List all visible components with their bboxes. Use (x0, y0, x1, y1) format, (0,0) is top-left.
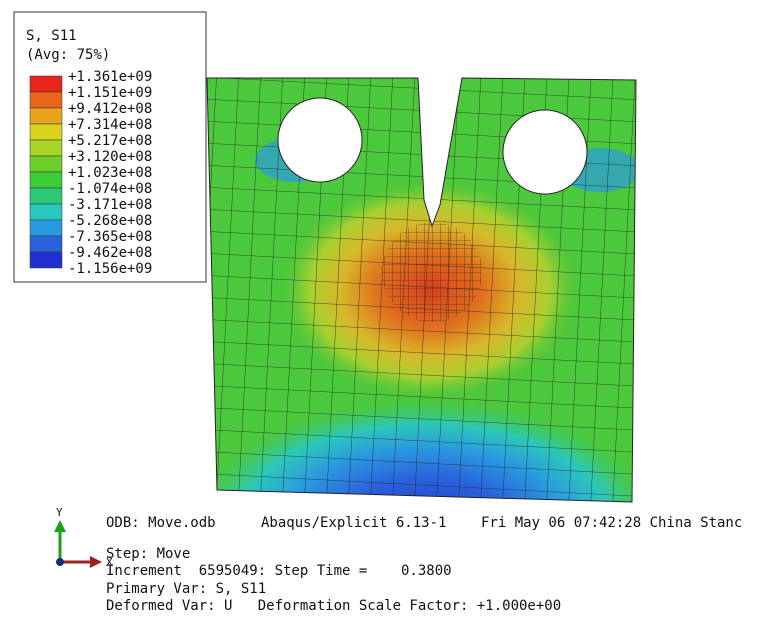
legend: S, S11 (Avg: 75%) +1.361e+09+1.151e+09+9… (13, 11, 207, 283)
legend-label: +1.361e+09 (68, 69, 152, 85)
legend-swatch (29, 235, 63, 253)
info-step: Step: Move (106, 546, 190, 562)
legend-swatch (29, 171, 63, 189)
legend-label: +1.023e+08 (68, 165, 152, 181)
legend-label: +5.217e+08 (68, 133, 152, 149)
legend-swatch (29, 251, 63, 269)
triad-y: Y (56, 506, 63, 519)
legend-label: +3.120e+08 (68, 149, 152, 165)
legend-swatch (29, 187, 63, 205)
legend-swatch (29, 203, 63, 221)
legend-swatch (29, 139, 63, 157)
triad: Y X (54, 506, 113, 569)
info-primary: Primary Var: S, S11 (106, 581, 266, 597)
info-date: Fri May 06 07:42:28 China Stanc (481, 515, 742, 531)
legend-label: -5.268e+08 (68, 213, 152, 229)
legend-swatch (29, 219, 63, 237)
part-outline (206, 77, 637, 503)
info-deformed: Deformed Var: U Deformation Scale Factor… (106, 598, 561, 614)
legend-label: -1.074e+08 (68, 181, 152, 197)
legend-label: -1.156e+09 (68, 261, 152, 277)
legend-subtitle: (Avg: 75%) (26, 47, 110, 63)
legend-label: +1.151e+09 (68, 85, 152, 101)
info-block: ODB: Move.odb Abaqus/Explicit 6.13-1 Fri… (106, 515, 742, 614)
deformed-part (207, 78, 636, 502)
info-odb: ODB: Move.odb (106, 515, 216, 531)
legend-swatch (29, 155, 63, 173)
legend-label: -9.462e+08 (68, 245, 152, 261)
info-increment: Increment 6595049: Step Time = 0.3800 (106, 563, 452, 579)
legend-swatch (29, 107, 63, 125)
legend-label: +9.412e+08 (68, 101, 152, 117)
legend-label: +7.314e+08 (68, 117, 152, 133)
legend-label: -3.171e+08 (68, 197, 152, 213)
info-solver: Abaqus/Explicit 6.13-1 (261, 515, 446, 531)
legend-label: -7.365e+08 (68, 229, 152, 245)
legend-swatch (29, 91, 63, 109)
legend-title: S, S11 (26, 28, 77, 44)
triad-x: X (106, 556, 113, 569)
legend-swatch (29, 123, 63, 141)
legend-swatch (29, 75, 63, 93)
